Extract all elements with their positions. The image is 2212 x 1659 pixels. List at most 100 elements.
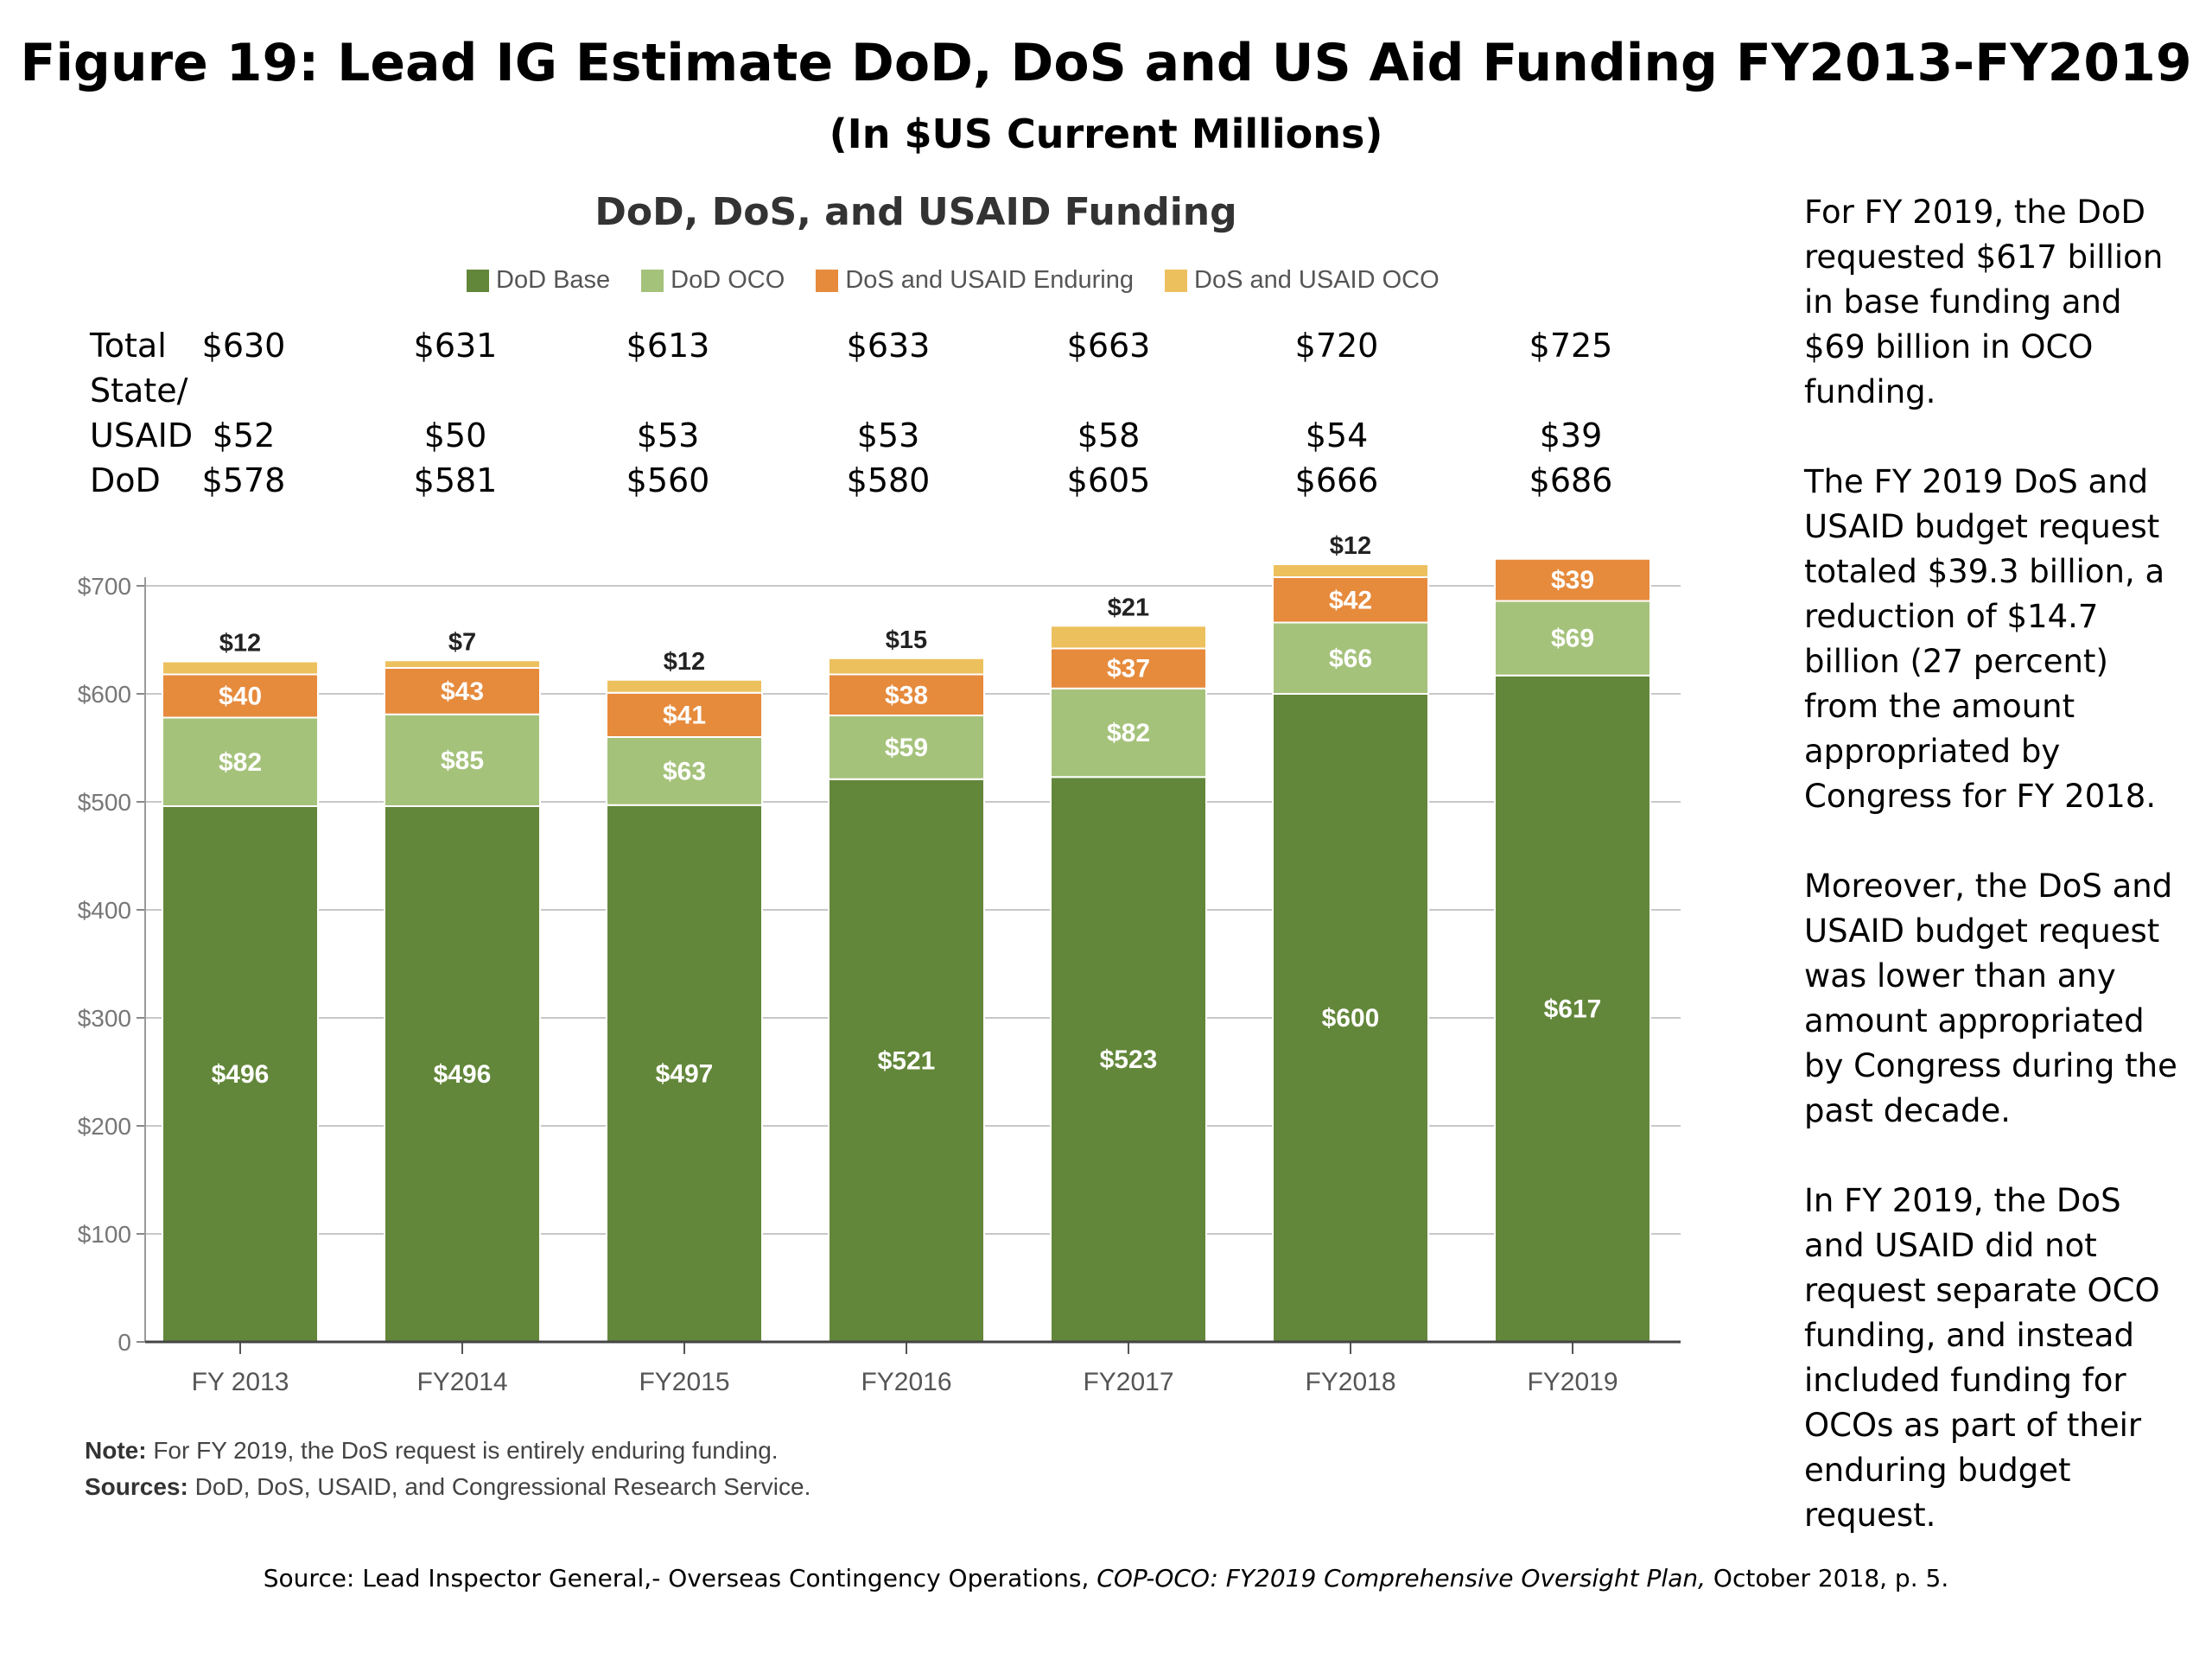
bar-segment-dos-and-usaid-oco [1272, 563, 1429, 578]
legend-item-dos-oco: DoS and USAID OCO [1165, 266, 1440, 295]
x-tick-label: FY2017 [1083, 1368, 1173, 1396]
bar-segment-dod-oco [162, 716, 319, 807]
data-label: $63 [663, 757, 706, 785]
side-paragraph-1: For FY 2019, the DoD requested $617 bill… [1804, 194, 2164, 410]
y-tick-label: $500 [78, 789, 131, 816]
data-label: $39 [1551, 566, 1594, 594]
data-label-dos-oco: $7 [448, 628, 476, 656]
bar-segment-dos-and-usaid-enduring [606, 691, 763, 738]
bar-segment-dod-base [384, 805, 541, 1343]
legend-item-dos-enduring: DoS and USAID Enduring [816, 266, 1134, 295]
bar-segment-dod-base [162, 805, 319, 1343]
row-label-state: State/ [90, 372, 188, 410]
legend-item-dod-oco: DoD OCO [641, 266, 785, 295]
data-label-dos-oco: $12 [1330, 532, 1371, 560]
side-paragraph-4: In FY 2019, the DoS and USAID did not re… [1804, 1182, 2160, 1534]
y-tick-label: $400 [78, 897, 131, 924]
side-commentary: For FY 2019, the DoD requested $617 bill… [1804, 190, 2184, 1583]
legend-label-dod-oco: DoD OCO [671, 266, 785, 294]
summary-dod-value: $666 [1294, 461, 1379, 499]
data-label: $496 [434, 1060, 492, 1089]
y-tick-label: $700 [78, 573, 131, 600]
bar-segment-dos-and-usaid-enduring [1050, 647, 1207, 690]
data-label: $600 [1322, 1004, 1380, 1033]
data-label: $38 [885, 681, 928, 709]
y-tick-label: $100 [78, 1221, 131, 1248]
y-tick-label: $300 [78, 1005, 131, 1032]
data-label: $497 [656, 1059, 714, 1088]
source-citation: Source: Lead Inspector General,- Oversea… [0, 1564, 2212, 1592]
summary-state-usaid-value: $53 [636, 416, 700, 454]
bar-segment-dod-oco [1272, 621, 1429, 695]
data-label: $617 [1544, 995, 1602, 1023]
summary-dod-value: $686 [1529, 461, 1613, 499]
x-tick-label: FY2016 [861, 1368, 951, 1396]
data-label: $69 [1551, 625, 1594, 653]
note-line: Note: For FY 2019, the DoS request is en… [85, 1433, 810, 1469]
bar-segment-dod-base [1050, 776, 1207, 1343]
summary-total-value: $633 [846, 327, 931, 365]
source-prefix: Source: Lead Inspector General,- Oversea… [263, 1564, 1097, 1592]
chart-legend: DoD Base DoD OCO DoS and USAID Enduring … [467, 266, 1440, 295]
data-label: $42 [1329, 586, 1372, 614]
legend-item-dod-base: DoD Base [467, 266, 610, 295]
chart-title: DoD, DoS, and USAID Funding [594, 190, 1237, 234]
side-paragraph-3: Moreover, the DoS and USAID budget reque… [1804, 868, 2177, 1129]
bar-segment-dos-and-usaid-oco [162, 660, 319, 676]
data-label: $496 [212, 1060, 270, 1089]
summary-total-value: $630 [201, 327, 286, 365]
summary-dod-value: $581 [413, 461, 498, 499]
y-tick-label: 0 [118, 1329, 131, 1356]
note-label: Note: [85, 1437, 147, 1464]
summary-state-usaid-value: $52 [212, 416, 276, 454]
summary-total-value: $631 [413, 327, 498, 365]
data-label: $523 [1100, 1046, 1158, 1074]
summary-state-usaid-value: $53 [856, 416, 920, 454]
summary-dod-value: $580 [846, 461, 931, 499]
summary-total-value: $613 [626, 327, 710, 365]
y-tick-label: $200 [78, 1113, 131, 1140]
summary-state-usaid-value: $54 [1305, 416, 1369, 454]
data-label: $40 [219, 683, 262, 711]
x-tick-label: FY2018 [1305, 1368, 1395, 1396]
sources-line: Sources: DoD, DoS, USAID, and Congressio… [85, 1469, 810, 1505]
figure-title: Figure 19: Lead IG Estimate DoD, DoS and… [20, 33, 2192, 93]
data-label: $82 [1107, 719, 1150, 747]
side-paragraph-2: The FY 2019 DoS and USAID budget request… [1804, 463, 2165, 815]
data-label: $59 [885, 734, 928, 762]
x-tick-label: FY 2013 [192, 1368, 289, 1396]
legend-label-dod-base: DoD Base [496, 266, 611, 294]
bar-segment-dos-and-usaid-enduring [1494, 557, 1651, 602]
legend-swatch-dos-enduring [816, 269, 839, 292]
summary-total-value: $720 [1294, 327, 1379, 365]
legend-swatch-dos-oco [1165, 269, 1187, 292]
summary-total-value: $663 [1066, 327, 1151, 365]
data-label: $66 [1329, 645, 1372, 673]
x-tick-label: FY2014 [416, 1368, 507, 1396]
bar-segment-dod-oco [1050, 687, 1207, 779]
legend-swatch-dod-oco [641, 269, 664, 292]
note-text: For FY 2019, the DoS request is entirely… [153, 1437, 779, 1464]
data-label: $37 [1107, 655, 1150, 683]
row-label-usaid: USAID [90, 416, 194, 454]
bar-segment-dod-base [828, 778, 985, 1343]
data-label: $41 [663, 701, 706, 729]
summary-dod-value: $578 [201, 461, 286, 499]
sources-label: Sources: [85, 1473, 188, 1500]
x-tick-label: FY2019 [1527, 1368, 1618, 1396]
figure-subtitle: (In $US Current Millions) [829, 111, 1383, 157]
x-tick-label: FY2015 [639, 1368, 729, 1396]
source-italic: COP-OCO: FY2019 Comprehensive Oversight … [1096, 1564, 1707, 1592]
summary-state-usaid-value: $50 [423, 416, 487, 454]
summary-dod-value: $560 [626, 461, 710, 499]
data-label-dos-oco: $12 [664, 648, 705, 676]
bar-segment-dos-and-usaid-oco [1050, 625, 1207, 650]
row-label-dod: DoD [90, 461, 161, 499]
bar-segment-dos-and-usaid-oco [606, 678, 763, 694]
bar-segment-dos-and-usaid-oco [384, 659, 541, 669]
summary-total-value: $725 [1529, 327, 1613, 365]
bar-segment-dod-oco [828, 715, 985, 780]
summary-state-usaid-value: $58 [1077, 416, 1141, 454]
data-label: $82 [219, 748, 262, 777]
